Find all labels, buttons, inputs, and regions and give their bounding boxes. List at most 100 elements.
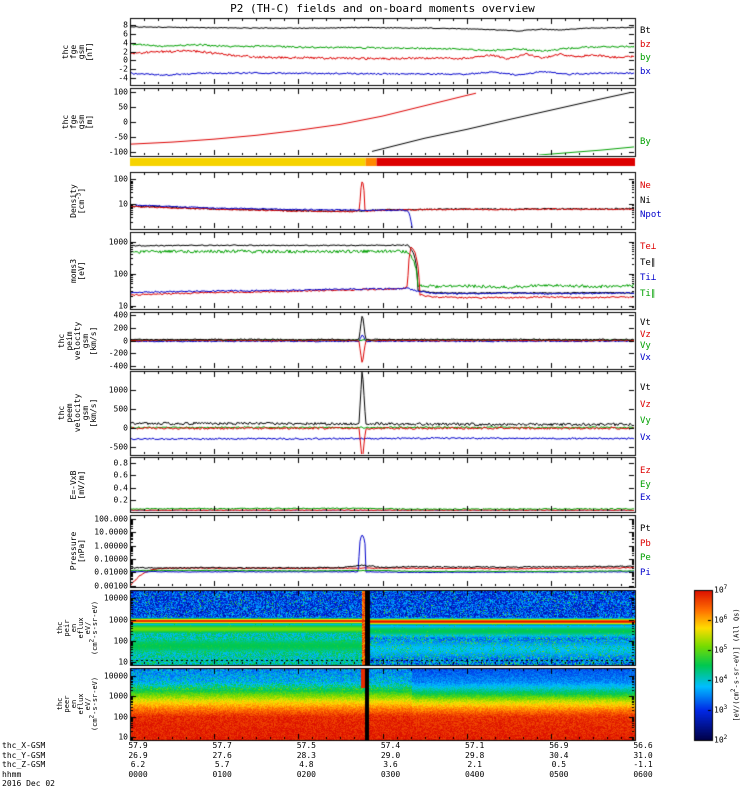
colorbar-tick-label-5: 102 xyxy=(714,733,728,745)
bottom-row-3-value-3: 0300 xyxy=(380,769,401,779)
bfield-legend-2: bz xyxy=(640,39,651,50)
efield-legend-1: Ez xyxy=(640,465,651,476)
colorbar-tick-label-4: 103 xyxy=(714,703,728,715)
electron_velocity-legend-4: Vx xyxy=(640,433,651,444)
bottom-row-2-value-1: 5.7 xyxy=(214,760,230,769)
angles-ytick-label-0: 100 xyxy=(113,87,128,97)
colorbar-tick-label-0: 107 xyxy=(714,583,728,595)
bfield-ytick-label-6: -4 xyxy=(118,73,128,83)
efield-legend-2: Ey xyxy=(640,479,651,490)
bfield-ytick-label-4: 0 xyxy=(123,55,128,65)
efield-ytick-label-2: 0.4 xyxy=(113,483,128,493)
bfield-legend-1: Bt xyxy=(640,26,651,37)
bottom-row-label-2: thc_Z-GSM xyxy=(2,760,46,769)
temperature-legend-4: Ti∥ xyxy=(640,288,656,299)
bottom-row-1-value-1: 27.6 xyxy=(212,750,232,760)
bfield-ytick-label-3: 2 xyxy=(123,47,128,56)
ion_velocity-legend-3: Vy xyxy=(640,341,651,352)
bottom-row-2-value-4: 2.1 xyxy=(467,760,482,769)
bottom-row-3-value-1: 0100 xyxy=(212,769,232,779)
bottom-row-0-value-6: 56.6 xyxy=(633,741,653,750)
bottom-row-3-value-0: 0000 xyxy=(128,769,148,779)
bottom-row-2-value-0: 6.2 xyxy=(130,760,146,769)
ion_spec-ytick-label-3: 10 xyxy=(118,657,128,667)
ion_velocity-ytick-label-3: -200 xyxy=(108,348,128,358)
temperature-ytick-label-1: 100 xyxy=(113,269,128,279)
electron_velocity-legend-3: Vy xyxy=(640,416,651,427)
bfield-ytick-label-2: 4 xyxy=(123,38,128,48)
bottom-row-1-value-6: 31.0 xyxy=(633,750,653,760)
bottom-row-1-value-3: 29.0 xyxy=(380,750,401,760)
pressure-legend-4: Pi xyxy=(640,567,651,578)
pressure-ylabel: Pressure [nPa] xyxy=(69,531,86,571)
ion_velocity-ylabel: thc peim velocity gsm [km/s] xyxy=(57,321,98,360)
bottom-row-1-value-2: 28.3 xyxy=(296,750,316,760)
electron_velocity-ytick-label-3: -500 xyxy=(108,442,128,452)
bottom-row-2-value-2: 4.8 xyxy=(299,760,314,769)
electron_velocity-ytick-label-0: 1000 xyxy=(108,385,128,395)
bottom-row-label-1: thc_Y-GSM xyxy=(2,750,46,760)
bottom-row-3-value-4: 0400 xyxy=(465,769,485,779)
pressure-ytick-label-1: 10.0000 xyxy=(94,527,128,537)
bottom-row-1-value-5: 30.4 xyxy=(549,750,569,760)
electron_velocity-ytick-label-2: 0 xyxy=(123,423,128,433)
density-legend-3: Npot xyxy=(640,209,662,220)
bottom-row-1-value-4: 29.8 xyxy=(465,750,485,760)
ion_velocity-ytick-label-2: 0 xyxy=(123,336,128,345)
temperature-legend-2: Te∥ xyxy=(640,257,656,268)
temperature-ytick-label-0: 1000 xyxy=(108,237,128,247)
ele_spec-ytick-label-1: 1000 xyxy=(108,691,128,701)
efield-ytick-label-0: 0.8 xyxy=(113,458,128,468)
bfield-ytick-label-5: -2 xyxy=(118,64,128,74)
ele_spec-ytick-label-0: 10000 xyxy=(103,671,128,681)
bfield-ylabel: thc fge gsm [nT] xyxy=(61,41,94,62)
bottom-row-1-value-0: 26.9 xyxy=(128,750,148,760)
ion_spec-ytick-label-2: 100 xyxy=(113,636,128,646)
pressure-legend-3: Pe xyxy=(640,553,651,564)
bottom-row-2-value-5: 0.5 xyxy=(551,760,567,769)
angles-ytick-label-4: -100 xyxy=(108,147,128,157)
temperature-legend-3: Ti⊥ xyxy=(640,273,657,284)
bottom-row-0-value-5: 56.9 xyxy=(549,741,569,750)
bfield-legend-3: by xyxy=(640,53,651,64)
electron_velocity-ytick-label-1: 500 xyxy=(113,404,128,414)
density-legend-2: Ni xyxy=(640,195,651,206)
temperature-ytick-label-2: 10 xyxy=(118,301,128,311)
bfield-ytick-label-1: 6 xyxy=(123,29,128,39)
bottom-row-label-0: thc_X-GSM xyxy=(2,741,46,750)
efield-legend-3: Ex xyxy=(640,493,651,504)
ele_spec-ytick-label-3: 10 xyxy=(118,732,128,742)
ion_spec-ytick-label-1: 1000 xyxy=(108,615,128,624)
colorbar-tick-label-1: 106 xyxy=(714,613,728,625)
plot-title: P2 (TH-C) fields and on-board moments ov… xyxy=(230,2,535,15)
ion_velocity-ytick-label-1: 200 xyxy=(113,323,128,333)
ele_spec-ylabel: thc peer en eflux eV/(cm2-s-sr-eV) xyxy=(56,676,99,732)
electron_velocity-ylabel: thc peem velocity gsm [km/s] xyxy=(57,393,98,433)
angles-ytick-label-1: 50 xyxy=(118,102,128,112)
pressure-ytick-label-3: 0.10000 xyxy=(94,554,128,564)
bottom-row-3-value-2: 0200 xyxy=(296,769,316,779)
ion_velocity-legend-1: Vt xyxy=(640,318,651,329)
bottom-row-3-value-5: 0500 xyxy=(549,769,569,779)
ion_velocity-ytick-label-0: 400 xyxy=(113,310,128,320)
bottom-row-2-value-6: -1.1 xyxy=(633,760,653,769)
ion_spec-ylabel: thc peir en eflux eV/(cm2-s-sr-eV) xyxy=(56,600,99,655)
bottom-row-2-value-3: 3.6 xyxy=(383,760,398,769)
angles-legend-1: By xyxy=(640,137,651,148)
bottom-row-label-3: hhmm xyxy=(2,769,22,779)
temperature-ylabel: moms3 [eV] xyxy=(69,258,86,283)
density-ytick-label-1: 10 xyxy=(118,199,128,209)
pressure-legend-2: Pb xyxy=(640,538,651,549)
colorbar-tick-label-3: 104 xyxy=(714,673,728,685)
ion_velocity-legend-2: Vz xyxy=(640,329,651,340)
density-legend-1: Ne xyxy=(640,181,651,192)
electron_velocity-legend-2: Vz xyxy=(640,399,651,410)
ion_velocity-legend-4: Vx xyxy=(640,352,651,363)
ele_spec-ytick-label-2: 100 xyxy=(113,712,128,722)
bottom-row-0-value-2: 57.5 xyxy=(296,741,316,750)
density-ylabel: Density [cm-3] xyxy=(69,183,86,218)
angles-ytick-label-2: 0 xyxy=(123,117,128,127)
ion_spec-ytick-label-0: 10000 xyxy=(103,593,128,603)
